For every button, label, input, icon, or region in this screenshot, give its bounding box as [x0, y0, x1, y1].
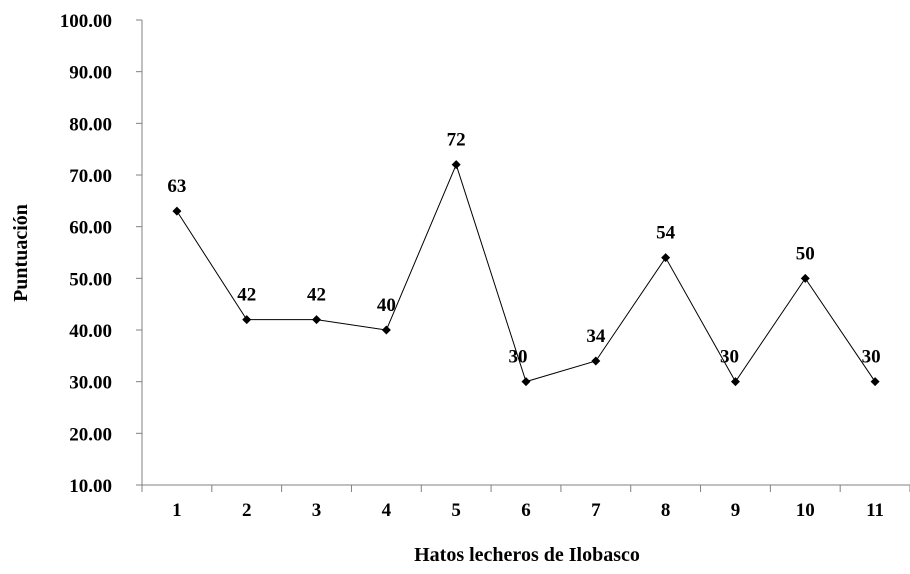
data-label: 42 [307, 285, 326, 306]
x-tick-label: 6 [521, 500, 531, 521]
x-tick-label: 2 [242, 500, 252, 521]
data-label: 54 [656, 223, 676, 244]
data-point-marker [730, 377, 740, 387]
x-tick-label: 10 [796, 500, 815, 521]
data-labels: 63 42 42 40 72 30 34 54 30 50 30 [167, 130, 880, 368]
x-tick-label: 9 [731, 500, 741, 521]
data-point-marker [242, 315, 252, 325]
y-tick-label: 10.00 [69, 476, 112, 497]
data-label: 30 [720, 347, 739, 368]
y-tick-labels: 10.00 20.00 30.00 40.00 50.00 60.00 70.00 80.00… [60, 11, 112, 497]
y-tick-label: 60.00 [69, 218, 112, 239]
x-tick-label: 11 [866, 500, 884, 521]
data-point-marker [521, 377, 531, 387]
data-label: 63 [167, 176, 186, 197]
x-tick-label: 4 [382, 500, 392, 521]
data-point-marker [800, 273, 810, 283]
data-point-marker [591, 356, 601, 366]
data-point-marker [312, 315, 322, 325]
y-tick-label: 90.00 [69, 63, 112, 84]
data-point-marker [381, 325, 391, 335]
data-label: 50 [796, 243, 815, 264]
series [172, 160, 880, 387]
data-point-marker [172, 206, 182, 216]
data-point-marker [661, 253, 671, 263]
x-tick-label: 5 [451, 500, 461, 521]
x-tick-label: 1 [172, 500, 182, 521]
x-tick-label: 3 [312, 500, 322, 521]
y-tick-label: 20.00 [69, 424, 112, 445]
x-tick-label: 8 [661, 500, 671, 521]
data-label: 42 [237, 285, 256, 306]
data-label: 72 [447, 130, 466, 151]
y-tick-label: 100.00 [60, 11, 112, 32]
data-label: 34 [586, 326, 606, 347]
x-axis-title: Hatos lecheros de Ilobasco [414, 544, 640, 566]
axes [136, 19, 910, 492]
data-point-marker [451, 160, 461, 170]
y-axis-title: Puntuación [10, 204, 32, 302]
y-tick-label: 30.00 [69, 373, 112, 394]
x-tick-labels: 1 2 3 4 5 6 7 8 9 10 11 [172, 500, 884, 521]
x-tick-label: 7 [591, 500, 601, 521]
data-label: 30 [509, 347, 528, 368]
y-tick-label: 40.00 [69, 321, 112, 342]
y-tick-label: 70.00 [69, 166, 112, 187]
data-label: 30 [862, 347, 881, 368]
y-tick-label: 80.00 [69, 114, 112, 135]
y-tick-label: 50.00 [69, 269, 112, 290]
data-label: 40 [377, 295, 396, 316]
data-point-marker [870, 377, 880, 387]
